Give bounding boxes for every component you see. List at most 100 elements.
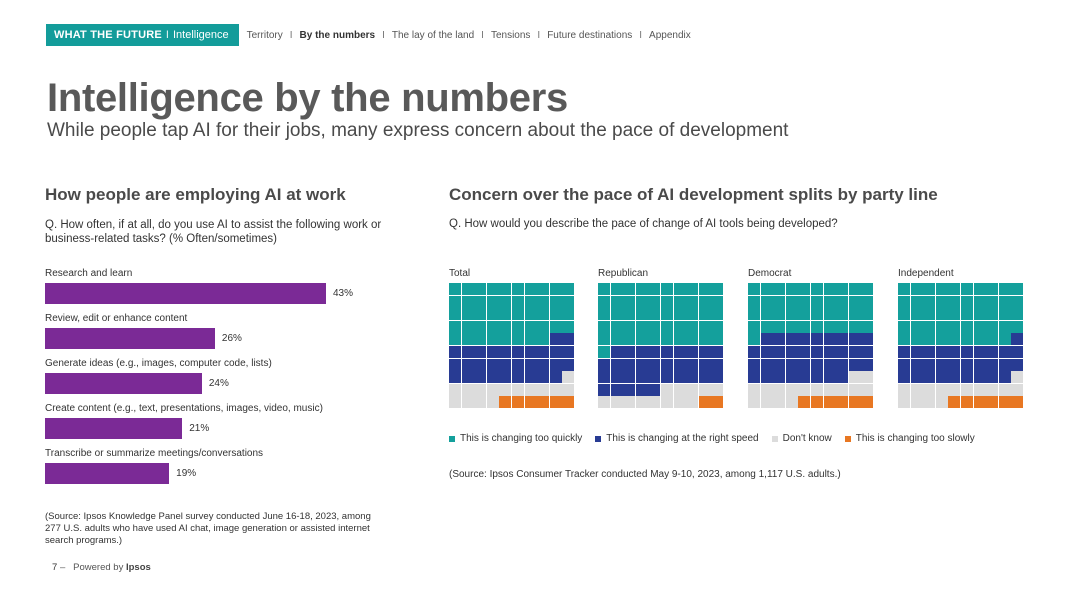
waffle-cell	[449, 345, 461, 358]
waffle-cell	[861, 283, 874, 295]
waffle-cell	[648, 383, 661, 396]
waffle-cell	[461, 345, 474, 358]
waffle-cell	[1011, 358, 1024, 371]
waffle-cell	[610, 345, 623, 358]
waffle-cell	[698, 383, 711, 396]
waffle-cell	[898, 320, 910, 333]
waffle-cell	[524, 308, 537, 321]
bar-line: 26%	[45, 328, 385, 349]
waffle-cell	[623, 396, 636, 409]
footer-brand: Ipsos	[125, 562, 151, 573]
waffle-cell	[511, 333, 524, 346]
waffle-cell	[598, 333, 610, 346]
waffle-cell	[461, 295, 474, 308]
waffle-cell	[610, 396, 623, 409]
waffle-cell	[948, 320, 961, 333]
waffle-cell	[598, 283, 610, 295]
waffle-cell	[923, 283, 936, 295]
waffle-cell	[499, 396, 512, 409]
brand-section: Intelligence	[172, 29, 229, 41]
waffle-cell	[798, 396, 811, 409]
waffle-cell	[610, 295, 623, 308]
waffle-cell	[998, 358, 1011, 371]
waffle-group-label: Total	[449, 268, 471, 279]
bar-row: Generate ideas (e.g., images, computer c…	[45, 358, 385, 403]
waffle-cell	[499, 295, 512, 308]
legend-swatch	[595, 435, 602, 442]
waffle-cell	[998, 345, 1011, 358]
waffle-cell	[635, 283, 648, 295]
waffle-cell	[486, 333, 499, 346]
brand-tab[interactable]: WHAT THE FUTURE I Intelligence	[46, 24, 239, 46]
waffle-cell	[673, 283, 686, 295]
waffle-cell	[486, 396, 499, 409]
waffle-cell	[698, 283, 711, 295]
ai-usage-bar-chart: Research and learn 43% Review, edit or enh…	[45, 268, 385, 493]
waffle-cell	[973, 345, 986, 358]
waffle-cell	[910, 358, 923, 371]
waffle-cell	[910, 383, 923, 396]
waffle-cell	[923, 295, 936, 308]
waffle-cell	[836, 396, 849, 409]
waffle-cell	[524, 371, 537, 384]
waffle-cell	[686, 371, 699, 384]
nav-link-appendix[interactable]: Appendix	[649, 29, 691, 41]
waffle-cell	[461, 283, 474, 295]
waffle-cell	[848, 371, 861, 384]
bar-value-label: 19%	[176, 468, 197, 479]
waffle-cell	[948, 283, 961, 295]
waffle-group-label: Republican	[598, 268, 649, 279]
waffle-cell	[598, 371, 610, 384]
waffle-cell	[823, 358, 836, 371]
waffle-cell	[486, 295, 499, 308]
waffle-cell	[998, 308, 1011, 321]
waffle-cell	[486, 283, 499, 295]
waffle-cell	[537, 345, 550, 358]
waffle-cell	[562, 295, 575, 308]
waffle-cell	[537, 320, 550, 333]
waffle-cell	[449, 320, 461, 333]
nav-link-the-lay-of-the-land[interactable]: The lay of the land	[391, 29, 475, 41]
waffle-cell	[810, 371, 823, 384]
legend-swatch	[771, 435, 778, 442]
waffle-cell	[549, 396, 562, 409]
nav-link-future-destinations[interactable]: Future destinations	[547, 29, 633, 41]
nav-link-tensions[interactable]: Tensions	[490, 29, 531, 41]
waffle-cell	[861, 345, 874, 358]
waffle-cell	[898, 396, 910, 409]
waffle-cell	[810, 320, 823, 333]
waffle-cell	[686, 283, 699, 295]
bar-category-label: Review, edit or enhance content	[45, 313, 188, 324]
waffle-cell	[562, 383, 575, 396]
legend-item: This is changing too slowly	[844, 433, 975, 444]
waffle-cell	[986, 333, 999, 346]
waffle-cell	[598, 383, 610, 396]
waffle-cell	[998, 371, 1011, 384]
waffle-cell	[686, 333, 699, 346]
waffle-cell	[549, 371, 562, 384]
waffle-cell	[537, 295, 550, 308]
waffle-cell	[486, 383, 499, 396]
waffle-cell	[1011, 308, 1024, 321]
waffle-cell	[461, 308, 474, 321]
waffle-cell	[537, 371, 550, 384]
waffle-cell	[810, 283, 823, 295]
waffle-cell	[610, 320, 623, 333]
waffle-cell	[898, 383, 910, 396]
waffle-cell	[810, 345, 823, 358]
left-section-heading: How people are employing AI at work	[45, 185, 346, 204]
waffle-cell	[635, 320, 648, 333]
page-number: 7	[52, 562, 58, 573]
waffle-cell	[623, 295, 636, 308]
waffle-cell	[549, 345, 562, 358]
nav-link-by-the-numbers[interactable]: By the numbers	[299, 29, 376, 41]
brand-separator: I	[165, 29, 169, 41]
waffle-cell	[973, 308, 986, 321]
nav-link-territory[interactable]: Territory	[246, 29, 283, 41]
waffle-cell	[986, 383, 999, 396]
waffle-cell	[760, 308, 773, 321]
waffle-cell	[973, 358, 986, 371]
waffle-cell	[836, 383, 849, 396]
footer-dash: –	[59, 562, 66, 573]
waffle-cell	[823, 383, 836, 396]
